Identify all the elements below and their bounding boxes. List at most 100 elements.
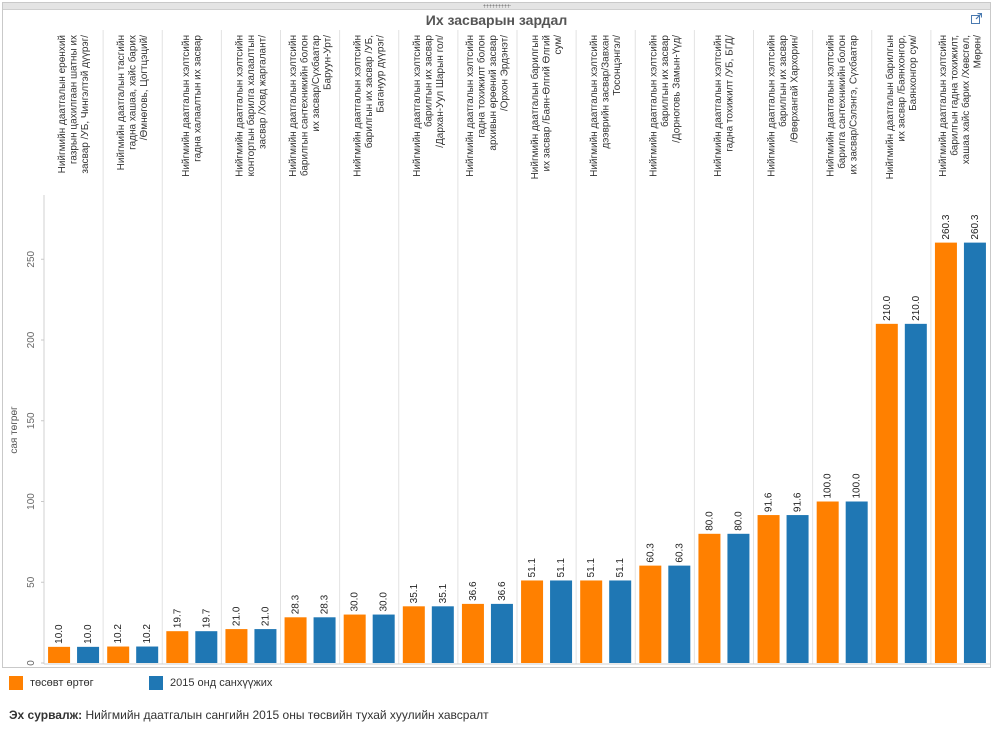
data-label: 91.6 [764, 492, 775, 512]
data-label: 51.1 [556, 558, 567, 578]
data-label: 10.2 [113, 624, 124, 644]
bar-budget [875, 323, 898, 663]
category-label: их засвар /Баянхонгор, [896, 35, 907, 142]
bar-funding [845, 501, 868, 663]
legend-label: төсөвт өртөг [30, 677, 94, 689]
bar-budget [48, 646, 71, 663]
category-label: Нийгмийн даатгалын хэлтсийн [465, 35, 476, 177]
category-label: /Дорноговь Замын-Үүд/ [671, 35, 682, 143]
category-label: барилгын их засвар [659, 35, 671, 127]
legend-item-budget[interactable]: төсөвт өртөг [9, 676, 94, 690]
category-label: /Дархан-Уул Шарын гол/ [435, 35, 446, 148]
category-label: /Орхон Эрдэнэт/ [500, 35, 511, 111]
legend-item-2015-funding[interactable]: 2015 онд санхүүжих [149, 676, 272, 690]
bar-budget [402, 606, 425, 663]
legend-label: 2015 онд санхүүжих [170, 677, 273, 689]
y-tick-label: 250 [26, 250, 37, 267]
category-label: Нийгмийн даатгалын хэлтсийн [288, 35, 299, 177]
bar-budget [757, 515, 780, 663]
bar-funding [904, 323, 927, 663]
bar-funding [77, 646, 100, 663]
bar-funding [609, 580, 632, 663]
category-label: Нийгмийн даатгалын тасгийн [116, 35, 127, 170]
bar-budget [934, 242, 957, 664]
data-label: 260.3 [970, 214, 981, 239]
data-label: 100.0 [852, 473, 863, 498]
category-label: Нийгмийн даатгалын ерөнхий [57, 35, 68, 173]
data-label: 35.1 [409, 583, 420, 603]
data-label: 260.3 [941, 214, 952, 239]
category-label: хашаа хайс барих /Хөвсгөл, [960, 35, 972, 164]
chart-panel: Их засварын зардал [2, 2, 991, 668]
data-label: 36.6 [468, 581, 479, 601]
bar-funding [431, 606, 454, 663]
bar-budget [284, 617, 307, 663]
bar-budget [166, 631, 189, 663]
data-label: 21.0 [260, 606, 271, 626]
data-label: 36.6 [497, 581, 508, 601]
data-label: 30.0 [379, 592, 390, 612]
bar-funding [372, 614, 395, 663]
category-label: Нийгмийн даатгалын хэлтсийн [412, 35, 423, 177]
category-label: их засвар /Баян-Өлгий Өлгий [542, 35, 553, 171]
category-label: барилгын их засвар /УБ, [363, 35, 375, 148]
category-label: засвар /Ховд жаргалант/ [257, 35, 268, 149]
category-label: Нийгмийн даатгалын хэлтсийн [181, 35, 192, 177]
category-label: Нийгмийн даатгалын барилгын [529, 35, 541, 179]
category-label: Багануур дүүрэг/ [376, 35, 387, 113]
bar-budget [580, 580, 603, 663]
category-label: Баруун-Урт/ [322, 35, 333, 90]
category-label: гадна халаалтын их засвар [193, 35, 204, 162]
category-label: барилгын их засвар [422, 35, 434, 127]
data-label: 80.0 [733, 511, 744, 531]
data-label: 100.0 [823, 473, 834, 498]
category-label: контортын барилга халаалтын [245, 35, 257, 176]
category-label: засвар /УБ, Чингэлтэй дүүрэг/ [80, 35, 91, 174]
bar-funding [550, 580, 573, 663]
data-label: 28.3 [320, 594, 331, 614]
bar-funding [490, 603, 513, 663]
bar-budget [461, 603, 484, 663]
legend-swatch-orange [9, 676, 23, 690]
bar-budget [107, 646, 130, 663]
category-label: гадна тохижилт болон [476, 35, 488, 138]
category-label: Нийгмийн даатгалын хэлтсийн [234, 35, 245, 177]
bar-budget [698, 533, 721, 663]
bar-funding [254, 629, 277, 663]
category-label: Нийгмийн даатгалын хэлтсийн [648, 35, 659, 177]
source-note: Эх сурвалж: Нийгмийн даатгалын сангийн 2… [9, 708, 489, 722]
data-label: 51.1 [615, 558, 626, 578]
category-label: Нийгмийн даатгалын хэлтсийн [767, 35, 778, 177]
data-label: 35.1 [438, 583, 449, 603]
category-label: Нийгмийн даатгалын хэлтсийн [589, 35, 600, 177]
data-label: 91.6 [793, 492, 804, 512]
bar-budget [225, 629, 248, 663]
external-link-icon[interactable] [971, 13, 982, 24]
chart-title: Их засварын зардал [425, 12, 568, 28]
data-label: 10.2 [142, 624, 153, 644]
data-label: 60.3 [645, 543, 656, 563]
category-label: гадна тохижилт /УБ, БГД/ [725, 35, 736, 152]
category-label: архивын өрөөний засвар [488, 35, 499, 151]
category-label: барилгын гадна тохижилт, [949, 35, 961, 156]
category-label: дээврийн засвар/Завхан [601, 35, 612, 149]
bar-budget [816, 501, 839, 663]
data-label: 10.0 [83, 624, 94, 644]
category-label: их засвар/Сүхбаатар [310, 35, 322, 132]
bar-funding [727, 533, 750, 663]
bar-chart: 0 50 100 150 200 250 сая төгрөг Нийгмийн даатга… [9, 30, 990, 666]
resize-grip[interactable] [3, 3, 990, 10]
data-label: 10.0 [54, 624, 65, 644]
bar-funding [195, 631, 218, 663]
category-label: Нийгмийн даатгалын хэлтсийн [826, 35, 837, 177]
y-tick-label: 200 [26, 331, 37, 348]
category-label: барилга сантехникийн болон [836, 35, 848, 169]
y-tick-label: 100 [26, 493, 37, 510]
data-label: 21.0 [231, 606, 242, 626]
bar-budget [343, 614, 366, 663]
category-label: Нийгмийн даатгалын хэлтсийн [938, 35, 949, 177]
data-label: 19.7 [172, 608, 183, 628]
category-label: газрын цахилгаан шатны их [69, 35, 80, 164]
data-label: 19.7 [201, 608, 212, 628]
category-label: /Өмнөговь, Цогтцэций/ [139, 35, 150, 141]
